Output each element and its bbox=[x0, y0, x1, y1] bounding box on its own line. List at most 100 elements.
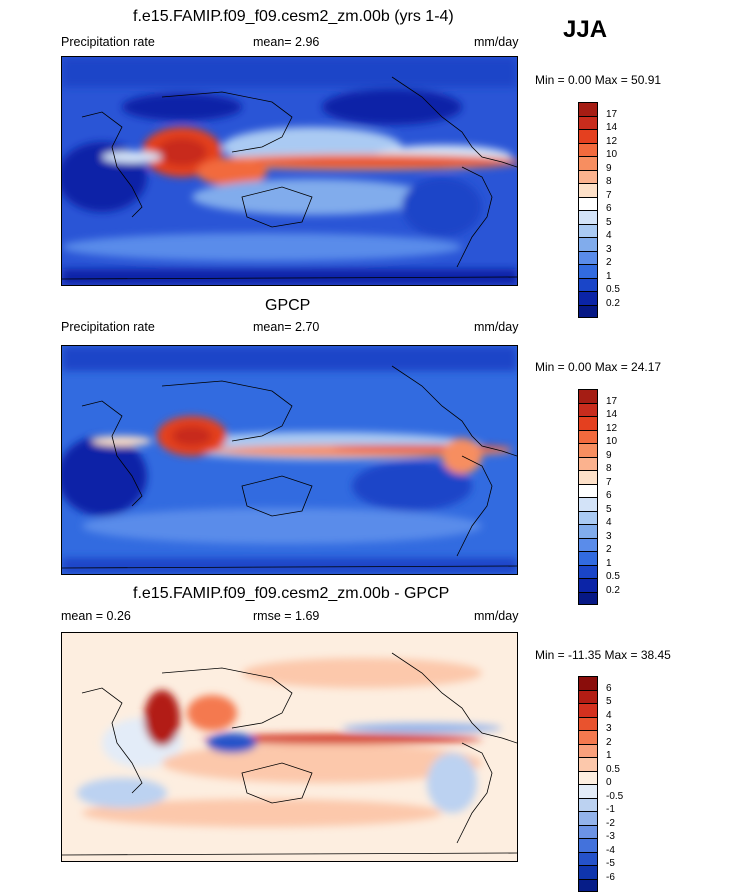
colorbar-cell bbox=[578, 524, 598, 538]
colorbar-tick: 9 bbox=[606, 163, 612, 174]
colorbar-tick: 8 bbox=[606, 176, 612, 187]
colorbar-cell bbox=[578, 578, 598, 592]
colorbar-cell bbox=[578, 291, 598, 305]
colorbar-tick: 6 bbox=[606, 490, 612, 501]
panel-title: f.e15.FAMIP.f09_f09.cesm2_zm.00b (yrs 1-… bbox=[133, 8, 454, 26]
colorbar-cell bbox=[578, 389, 598, 403]
colorbar-tick: 0 bbox=[606, 777, 612, 788]
colorbar-cell bbox=[578, 676, 598, 690]
colorbar-tick: 2 bbox=[606, 737, 612, 748]
colorbar-cell bbox=[578, 703, 598, 717]
colorbar-tick: 17 bbox=[606, 109, 617, 120]
colorbar-tick: 6 bbox=[606, 683, 612, 694]
minmax-label: Min = 0.00 Max = 24.17 bbox=[535, 360, 661, 374]
colorbar-tick: 10 bbox=[606, 149, 617, 160]
colorbar-cell bbox=[578, 116, 598, 130]
colorbar-tick: -3 bbox=[606, 831, 615, 842]
colorbar-difference bbox=[578, 676, 598, 892]
colorbar-cell bbox=[578, 129, 598, 143]
colorbar-tick: -6 bbox=[606, 872, 615, 883]
colorbar-cell bbox=[578, 170, 598, 184]
panel-title: f.e15.FAMIP.f09_f09.cesm2_zm.00b - GPCP bbox=[133, 585, 449, 603]
colorbar-tick: 9 bbox=[606, 450, 612, 461]
colorbar-tick: 2 bbox=[606, 257, 612, 268]
colorbar-cell bbox=[578, 210, 598, 224]
colorbar-tick: 0.2 bbox=[606, 585, 620, 596]
colorbar-tick: -1 bbox=[606, 804, 615, 815]
colorbar-cell bbox=[578, 457, 598, 471]
colorbar-cell bbox=[578, 825, 598, 839]
colorbar-cell bbox=[578, 551, 598, 565]
colorbar-cell bbox=[578, 744, 598, 758]
colorbar-cell bbox=[578, 538, 598, 552]
colorbar-cell bbox=[578, 798, 598, 812]
colorbar-tick: 10 bbox=[606, 436, 617, 447]
colorbar-cell bbox=[578, 156, 598, 170]
colorbar-cell bbox=[578, 484, 598, 498]
precip-difference-map bbox=[61, 632, 518, 862]
colorbar-cell bbox=[578, 717, 598, 731]
colorbar-model bbox=[578, 102, 598, 318]
colorbar-tick: 4 bbox=[606, 517, 612, 528]
colorbar-cell bbox=[578, 102, 598, 116]
units-label: mm/day bbox=[474, 320, 518, 334]
variable-label: Precipitation rate bbox=[61, 35, 155, 49]
colorbar-tick: 0.5 bbox=[606, 571, 620, 582]
colorbar-tick: 1 bbox=[606, 271, 612, 282]
colorbar-cell bbox=[578, 278, 598, 292]
colorbar-cell bbox=[578, 757, 598, 771]
colorbar-cell bbox=[578, 237, 598, 251]
colorbar-tick: 7 bbox=[606, 190, 612, 201]
colorbar-tick: 8 bbox=[606, 463, 612, 474]
colorbar-gpcp bbox=[578, 389, 598, 605]
colorbar-tick: 14 bbox=[606, 409, 617, 420]
colorbar-tick: 0.2 bbox=[606, 298, 620, 309]
colorbar-tick: 5 bbox=[606, 504, 612, 515]
units-label: mm/day bbox=[474, 35, 518, 49]
colorbar-tick: 7 bbox=[606, 477, 612, 488]
colorbar-tick: 1 bbox=[606, 558, 612, 569]
colorbar-cell bbox=[578, 838, 598, 852]
mean-label: mean = 0.26 bbox=[61, 609, 131, 623]
colorbar-cell bbox=[578, 470, 598, 484]
colorbar-tick: -4 bbox=[606, 845, 615, 856]
colorbar-tick: 5 bbox=[606, 696, 612, 707]
colorbar-tick: 4 bbox=[606, 710, 612, 721]
colorbar-cell bbox=[578, 690, 598, 704]
season-label: JJA bbox=[563, 16, 607, 44]
precip-map-gpcp bbox=[61, 345, 518, 575]
colorbar-cell bbox=[578, 143, 598, 157]
colorbar-tick: 5 bbox=[606, 217, 612, 228]
colorbar-tick: 0.5 bbox=[606, 764, 620, 775]
units-label: mm/day bbox=[474, 609, 518, 623]
mean-label: mean= 2.70 bbox=[253, 320, 319, 334]
variable-label: Precipitation rate bbox=[61, 320, 155, 334]
colorbar-tick: 14 bbox=[606, 122, 617, 133]
colorbar-cell bbox=[578, 264, 598, 278]
precip-map-model bbox=[61, 56, 518, 286]
minmax-label: Min = 0.00 Max = 50.91 bbox=[535, 73, 661, 87]
colorbar-cell bbox=[578, 443, 598, 457]
minmax-label: Min = -11.35 Max = 38.45 bbox=[535, 648, 671, 662]
colorbar-cell bbox=[578, 811, 598, 825]
colorbar-cell bbox=[578, 430, 598, 444]
colorbar-cell bbox=[578, 305, 598, 319]
colorbar-tick: -2 bbox=[606, 818, 615, 829]
mean-label: mean= 2.96 bbox=[253, 35, 319, 49]
colorbar-cell bbox=[578, 879, 598, 892]
colorbar-cell bbox=[578, 403, 598, 417]
colorbar-tick: 4 bbox=[606, 230, 612, 241]
colorbar-cell bbox=[578, 497, 598, 511]
colorbar-tick: 12 bbox=[606, 423, 617, 434]
colorbar-cell bbox=[578, 852, 598, 866]
colorbar-cell bbox=[578, 771, 598, 785]
colorbar-cell bbox=[578, 784, 598, 798]
colorbar-cell bbox=[578, 511, 598, 525]
colorbar-tick: 3 bbox=[606, 244, 612, 255]
colorbar-tick: 3 bbox=[606, 723, 612, 734]
colorbar-tick: -5 bbox=[606, 858, 615, 869]
colorbar-tick: 3 bbox=[606, 531, 612, 542]
colorbar-cell bbox=[578, 183, 598, 197]
colorbar-tick: 12 bbox=[606, 136, 617, 147]
colorbar-cell bbox=[578, 730, 598, 744]
